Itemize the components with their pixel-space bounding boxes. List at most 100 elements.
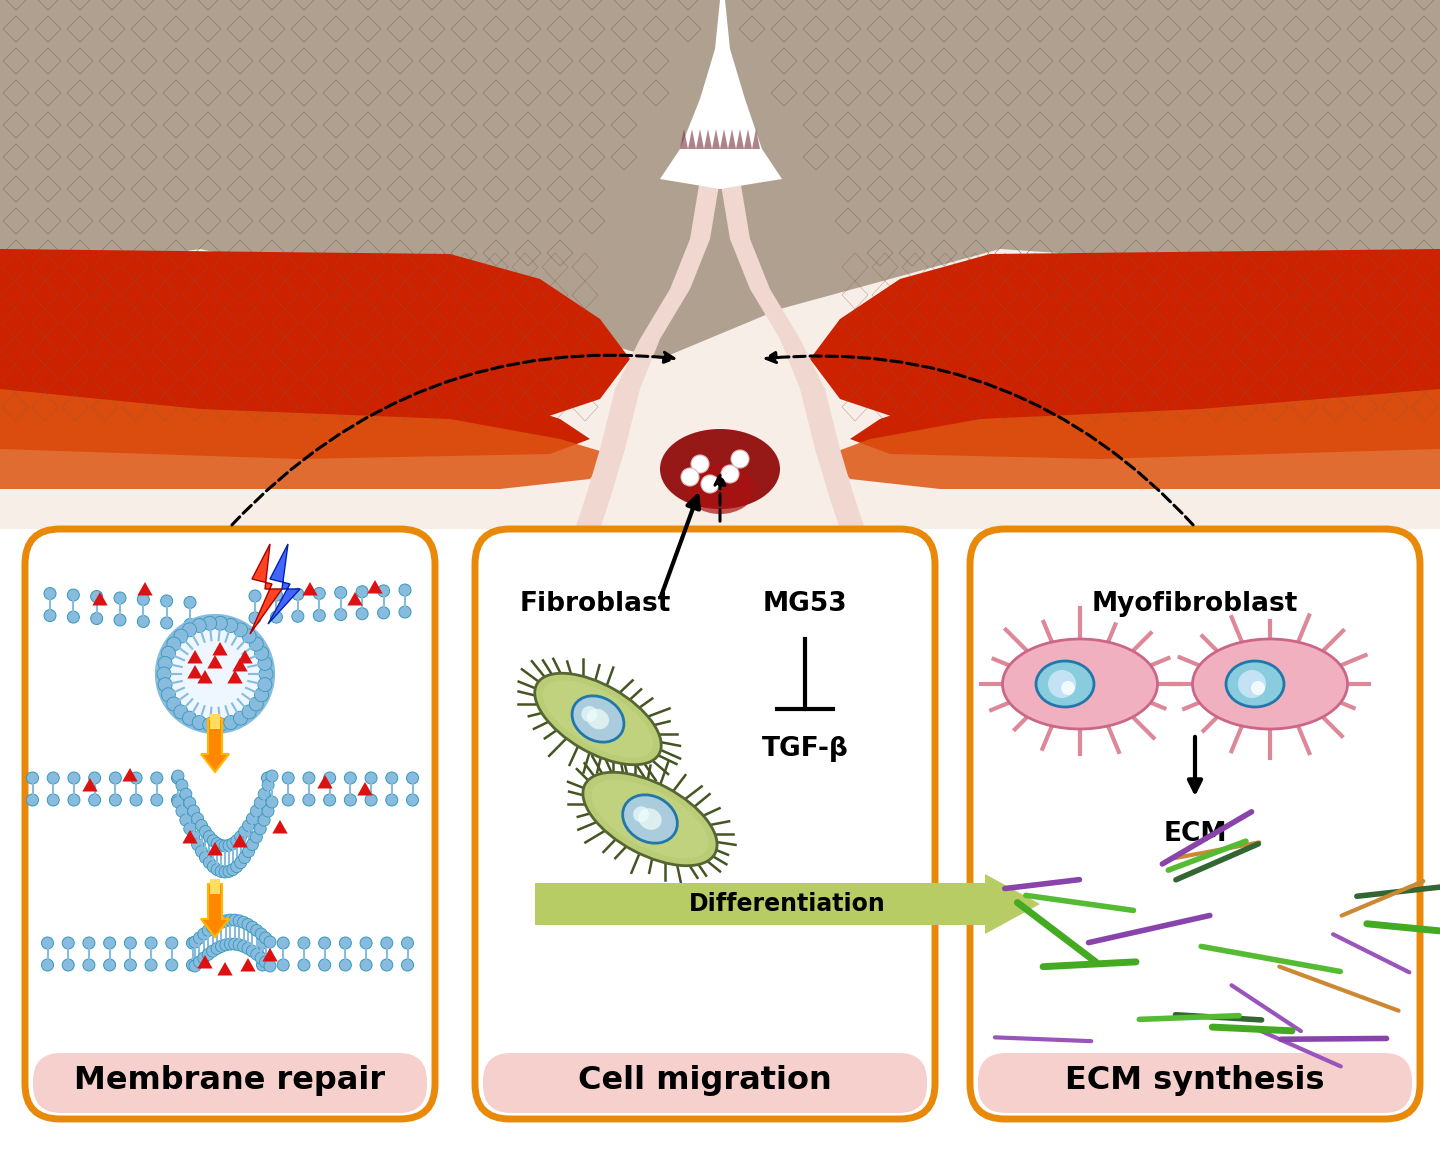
Circle shape [233, 623, 248, 637]
Circle shape [199, 851, 212, 864]
Circle shape [278, 936, 289, 949]
Circle shape [701, 475, 719, 493]
Polygon shape [187, 650, 203, 663]
Circle shape [184, 796, 196, 809]
Circle shape [366, 772, 377, 784]
Circle shape [278, 959, 289, 971]
Circle shape [262, 794, 274, 805]
Circle shape [582, 705, 598, 722]
Circle shape [203, 718, 216, 732]
Circle shape [45, 610, 56, 622]
Circle shape [130, 794, 143, 805]
Circle shape [196, 819, 207, 832]
Circle shape [246, 946, 258, 957]
Circle shape [192, 839, 203, 850]
Circle shape [176, 805, 187, 817]
Circle shape [42, 959, 53, 971]
Circle shape [45, 587, 56, 600]
Circle shape [246, 921, 258, 933]
Circle shape [255, 928, 268, 940]
Circle shape [180, 815, 192, 826]
Polygon shape [0, 0, 1440, 358]
Circle shape [207, 834, 219, 847]
Circle shape [158, 678, 173, 692]
Circle shape [259, 956, 272, 967]
Circle shape [262, 779, 274, 792]
Polygon shape [272, 820, 288, 833]
FancyBboxPatch shape [978, 1052, 1413, 1113]
Circle shape [262, 805, 274, 817]
Circle shape [176, 779, 187, 792]
Circle shape [104, 959, 115, 971]
Circle shape [161, 617, 173, 629]
Ellipse shape [638, 808, 661, 830]
Circle shape [216, 940, 228, 953]
Circle shape [340, 959, 351, 971]
Circle shape [246, 812, 258, 825]
Circle shape [324, 794, 336, 805]
Circle shape [255, 796, 266, 809]
Circle shape [229, 915, 240, 926]
Circle shape [219, 866, 230, 878]
Circle shape [360, 959, 372, 971]
Circle shape [681, 468, 698, 486]
FancyBboxPatch shape [475, 529, 935, 1119]
Ellipse shape [1225, 661, 1284, 707]
Polygon shape [262, 948, 278, 962]
Circle shape [230, 834, 243, 847]
Circle shape [193, 932, 206, 944]
Circle shape [104, 936, 115, 949]
Ellipse shape [592, 780, 708, 858]
Circle shape [691, 455, 708, 473]
Circle shape [202, 948, 215, 961]
Circle shape [220, 939, 232, 951]
Polygon shape [829, 390, 1440, 489]
FancyArrow shape [202, 884, 229, 936]
Polygon shape [850, 369, 1440, 458]
Circle shape [377, 585, 390, 596]
Circle shape [266, 796, 278, 808]
Circle shape [124, 936, 137, 949]
Circle shape [256, 959, 268, 971]
Circle shape [360, 936, 372, 949]
Circle shape [251, 805, 262, 817]
Circle shape [212, 864, 223, 876]
Circle shape [249, 589, 261, 602]
Circle shape [161, 595, 173, 607]
Circle shape [26, 772, 39, 784]
Polygon shape [680, 129, 688, 149]
Circle shape [230, 861, 243, 873]
Circle shape [171, 794, 183, 805]
Circle shape [356, 586, 369, 597]
Text: Fibroblast: Fibroblast [520, 591, 671, 617]
Circle shape [193, 956, 206, 967]
FancyBboxPatch shape [24, 529, 435, 1119]
Circle shape [344, 772, 356, 784]
FancyBboxPatch shape [482, 1052, 927, 1113]
Circle shape [62, 959, 75, 971]
Circle shape [199, 825, 212, 838]
Polygon shape [212, 642, 228, 655]
Polygon shape [720, 129, 729, 149]
Text: Myofibroblast: Myofibroblast [1092, 591, 1299, 617]
Circle shape [157, 668, 171, 681]
Circle shape [242, 819, 255, 832]
Circle shape [242, 918, 253, 931]
Circle shape [334, 609, 347, 620]
Circle shape [167, 637, 181, 651]
Circle shape [264, 961, 276, 972]
Circle shape [228, 864, 239, 876]
Circle shape [151, 772, 163, 784]
Circle shape [302, 794, 315, 805]
Circle shape [262, 772, 274, 784]
Circle shape [189, 936, 202, 948]
FancyArrow shape [210, 714, 220, 728]
Circle shape [249, 612, 261, 624]
Circle shape [402, 936, 413, 949]
Circle shape [145, 936, 157, 949]
Circle shape [183, 623, 196, 637]
Polygon shape [232, 834, 248, 848]
Circle shape [334, 587, 347, 599]
Circle shape [203, 857, 216, 869]
Circle shape [166, 936, 177, 949]
